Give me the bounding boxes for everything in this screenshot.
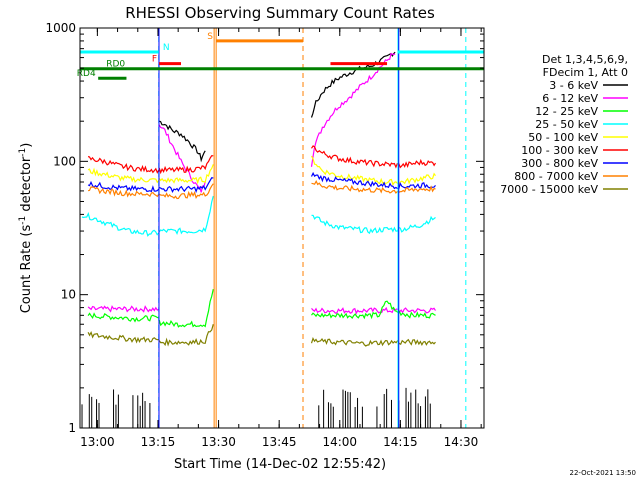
y-tick-label-2: 100	[53, 154, 76, 168]
series-line-1-1	[310, 52, 396, 167]
legend-item-2: 12 - 25 keV	[535, 105, 628, 118]
series-line-7-1	[158, 183, 214, 200]
legend-label: 3 - 6 keV	[549, 79, 598, 92]
overlay-layer: N S F RD0 RD4	[77, 28, 484, 428]
y-tick-label-0: 1	[68, 421, 76, 435]
y-axis-label-sup2: -1	[18, 148, 28, 157]
series-line-5-1	[158, 155, 214, 175]
x-tick-label-4: 14:00	[322, 435, 357, 449]
y-axis-label: Count Rate (s-1 detector-1)	[18, 143, 34, 314]
legend-header-1: FDecim 1, Att 0	[543, 66, 628, 79]
series-line-4-2	[310, 155, 436, 186]
legend-label: 300 - 800 keV	[521, 157, 598, 170]
x-tick-label-6: 14:30	[444, 435, 479, 449]
series-line-1-0	[158, 124, 206, 193]
legend-label: 25 - 50 keV	[535, 118, 598, 131]
x-tick-label-5: 14:15	[383, 435, 418, 449]
legend-label: 800 - 7000 keV	[514, 170, 598, 183]
series-line-5-0	[87, 155, 160, 174]
series-line-7-0	[87, 186, 160, 198]
chart-title: RHESSI Observing Summary Count Rates	[125, 4, 435, 22]
series-line-3-1	[158, 195, 214, 236]
legend: Det 1,3,4,5,6,9,FDecim 1, Att 03 - 6 keV…	[500, 53, 628, 196]
legend-item-8: 7000 - 15000 keV	[500, 183, 628, 196]
series-7	[87, 179, 436, 200]
low-counts-0	[81, 389, 151, 428]
series-line-2-0	[87, 312, 159, 323]
series-line-1-2	[87, 305, 160, 313]
series-line-8-0	[87, 331, 159, 344]
bar-rd0: RD0	[80, 60, 484, 71]
series-6	[87, 171, 436, 194]
bar-rd4: RD4	[77, 69, 127, 80]
series-line-3-0	[81, 212, 160, 237]
series-line-2-1	[158, 288, 214, 328]
legend-item-6: 300 - 800 keV	[521, 157, 628, 170]
series-line-7-2	[311, 179, 436, 194]
series-line-4-0	[87, 167, 160, 184]
y-tick-label-1: 10	[61, 288, 76, 302]
series-line-1-3	[311, 306, 437, 315]
bar-n: N	[80, 43, 484, 54]
legend-item-5: 100 - 300 keV	[521, 144, 628, 157]
x-tick-label-1: 13:15	[141, 435, 176, 449]
low-counts-1	[318, 387, 431, 428]
axes-layer: 1 10 100 1000 13:00 13:15 13:30 13:45 14:00 14:15…	[45, 21, 484, 449]
series-line-6-1	[159, 177, 214, 194]
x-axis-label: Start Time (14-Dec-02 12:55:42)	[174, 457, 386, 472]
series-5	[87, 145, 437, 175]
series-0	[159, 51, 396, 163]
series-line-2-2	[311, 300, 436, 320]
bar-s: S	[207, 32, 304, 43]
series-line-6-2	[310, 171, 436, 190]
series-2	[87, 288, 436, 328]
series-4	[87, 155, 436, 186]
series-line-6-0	[87, 180, 160, 193]
series-line-8-1	[158, 324, 214, 347]
legend-label: 100 - 300 keV	[521, 144, 598, 157]
legend-label: 7000 - 15000 keV	[500, 183, 598, 196]
y-axis-label-sup1: -1	[18, 216, 28, 225]
series-8	[87, 324, 436, 347]
legend-label: 50 - 100 keV	[528, 131, 598, 144]
series-line-3-2	[311, 214, 436, 235]
y-axis-label-end: )	[19, 143, 34, 148]
timestamp: 22-Oct-2021 13:50	[570, 469, 636, 477]
y-axis-label-main: Count Rate (s	[19, 225, 34, 314]
bar-label-n: N	[163, 43, 170, 53]
series-3	[81, 195, 436, 237]
series-line-0-1	[310, 51, 396, 118]
series-line-8-2	[310, 336, 436, 347]
legend-label: 12 - 25 keV	[535, 105, 598, 118]
series-line-5-2	[311, 145, 437, 169]
x-tick-label-3: 13:45	[262, 435, 297, 449]
bar-label-rd0: RD0	[106, 60, 125, 70]
bar-f: F	[152, 55, 388, 66]
plot-frame	[79, 27, 485, 429]
x-tick-label-2: 13:30	[201, 435, 236, 449]
y-axis-label-mid: detector	[19, 156, 34, 216]
legend-item-0: 3 - 6 keV	[549, 79, 628, 92]
series-line-4-1	[158, 164, 214, 185]
legend-header-0: Det 1,3,4,5,6,9,	[542, 53, 628, 66]
legend-item-3: 25 - 50 keV	[535, 118, 628, 131]
bar-label-rd4: RD4	[77, 69, 96, 79]
legend-item-4: 50 - 100 keV	[528, 131, 628, 144]
plot-layer	[81, 51, 437, 428]
legend-item-1: 6 - 12 keV	[542, 92, 628, 105]
legend-label: 6 - 12 keV	[542, 92, 598, 105]
legend-item-7: 800 - 7000 keV	[514, 170, 628, 183]
bar-label-f: F	[152, 55, 157, 65]
y-tick-label-3: 1000	[45, 21, 76, 35]
series-1	[87, 52, 437, 315]
bar-label-s: S	[207, 32, 213, 42]
series-line-0-0	[159, 120, 206, 163]
x-tick-label-0: 13:00	[80, 435, 115, 449]
